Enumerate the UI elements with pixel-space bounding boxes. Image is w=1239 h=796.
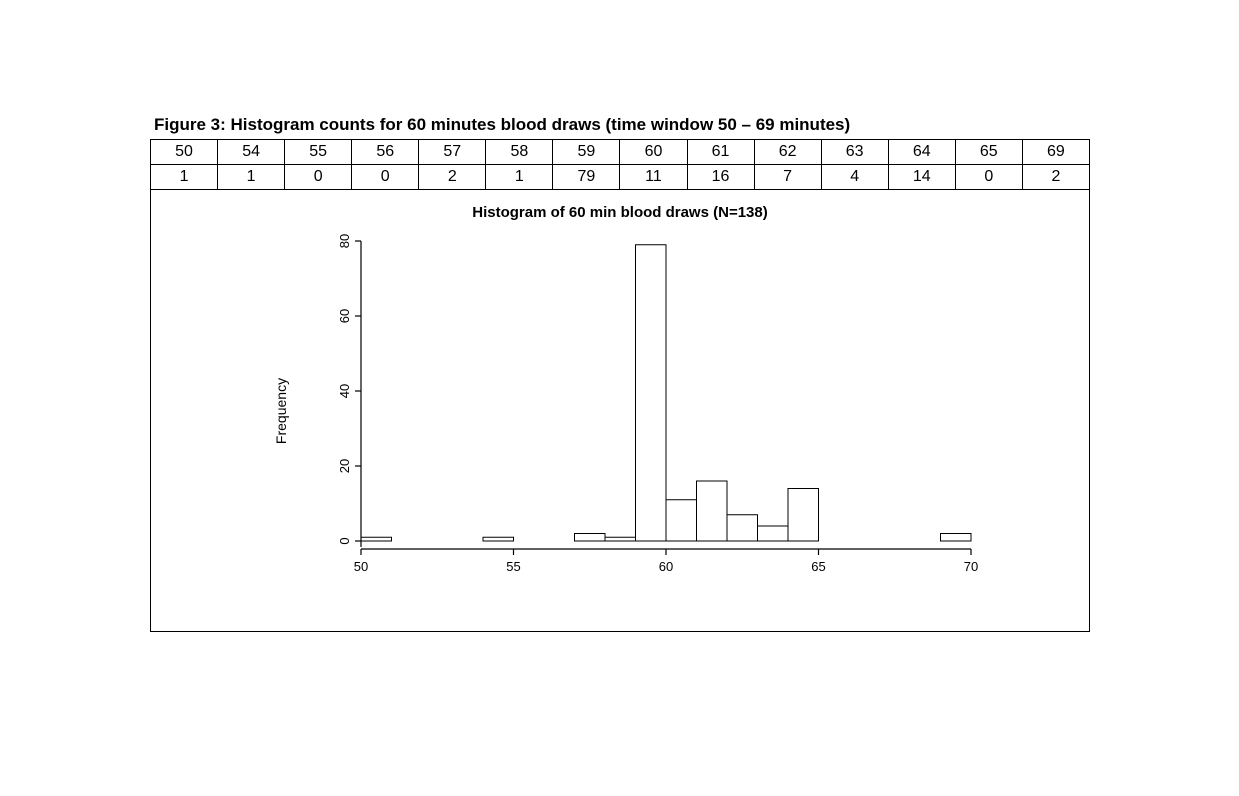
table-cell: 0 (352, 165, 419, 190)
table-cell: 0 (285, 165, 352, 190)
figure-container: Figure 3: Histogram counts for 60 minute… (150, 115, 1090, 632)
table-cell: 59 (553, 140, 620, 165)
y-tick-label: 0 (337, 537, 352, 544)
table-cell: 2 (419, 165, 486, 190)
table-cell: 56 (352, 140, 419, 165)
x-tick-label: 70 (964, 559, 978, 574)
x-tick-label: 60 (659, 559, 673, 574)
histogram-bar (758, 526, 789, 541)
table-cell: 63 (821, 140, 888, 165)
y-tick-label: 40 (337, 384, 352, 398)
table-cell: 7 (754, 165, 821, 190)
histogram-bar (697, 481, 728, 541)
table-cell: 1 (486, 165, 553, 190)
histogram-bar (666, 500, 697, 541)
table-cell: 69 (1022, 140, 1089, 165)
y-tick-label: 80 (337, 234, 352, 248)
table-cell: 2 (1022, 165, 1089, 190)
histogram-bar (361, 537, 392, 541)
table-cell: 61 (687, 140, 754, 165)
histogram-bar (636, 245, 667, 541)
table-cell: 65 (955, 140, 1022, 165)
table-cell: 11 (620, 165, 687, 190)
y-tick-label: 20 (337, 459, 352, 473)
table-cell: 1 (151, 165, 218, 190)
figure-title: Figure 3: Histogram counts for 60 minute… (150, 115, 1090, 135)
x-tick-label: 50 (354, 559, 368, 574)
histogram-bar (941, 534, 972, 542)
y-axis-label: Frequency (273, 378, 289, 444)
table-cell: 0 (955, 165, 1022, 190)
histogram-bar (605, 537, 636, 541)
table-cell: 4 (821, 165, 888, 190)
table-cell: 62 (754, 140, 821, 165)
histogram-svg: 0 20 40 60 80 50 55 60 65 70 (301, 231, 1001, 591)
histogram-bar (788, 489, 819, 542)
histogram-bar (575, 534, 606, 542)
table-cell: 14 (888, 165, 955, 190)
table-cell: 60 (620, 140, 687, 165)
x-tick-label: 65 (811, 559, 825, 574)
x-tick-label: 55 (506, 559, 520, 574)
table-row: 5054555657585960616263646569 (151, 140, 1090, 165)
table-cell: 16 (687, 165, 754, 190)
table-cell: 79 (553, 165, 620, 190)
chart-title: Histogram of 60 min blood draws (N=138) (151, 204, 1089, 221)
histogram-bar (727, 515, 758, 541)
table-cell: 55 (285, 140, 352, 165)
table-cell: 50 (151, 140, 218, 165)
table-cell: 58 (486, 140, 553, 165)
table-cell: 54 (218, 140, 285, 165)
chart-panel: Histogram of 60 min blood draws (N=138) … (150, 190, 1090, 632)
y-tick-label: 60 (337, 309, 352, 323)
table-cell: 1 (218, 165, 285, 190)
table-row: 110021791116741402 (151, 165, 1090, 190)
table-cell: 57 (419, 140, 486, 165)
chart-area: Frequency 0204060805055606570 (301, 231, 1001, 591)
counts-table: 5054555657585960616263646569 11002179111… (150, 139, 1090, 190)
histogram-bar (483, 537, 514, 541)
table-cell: 64 (888, 140, 955, 165)
